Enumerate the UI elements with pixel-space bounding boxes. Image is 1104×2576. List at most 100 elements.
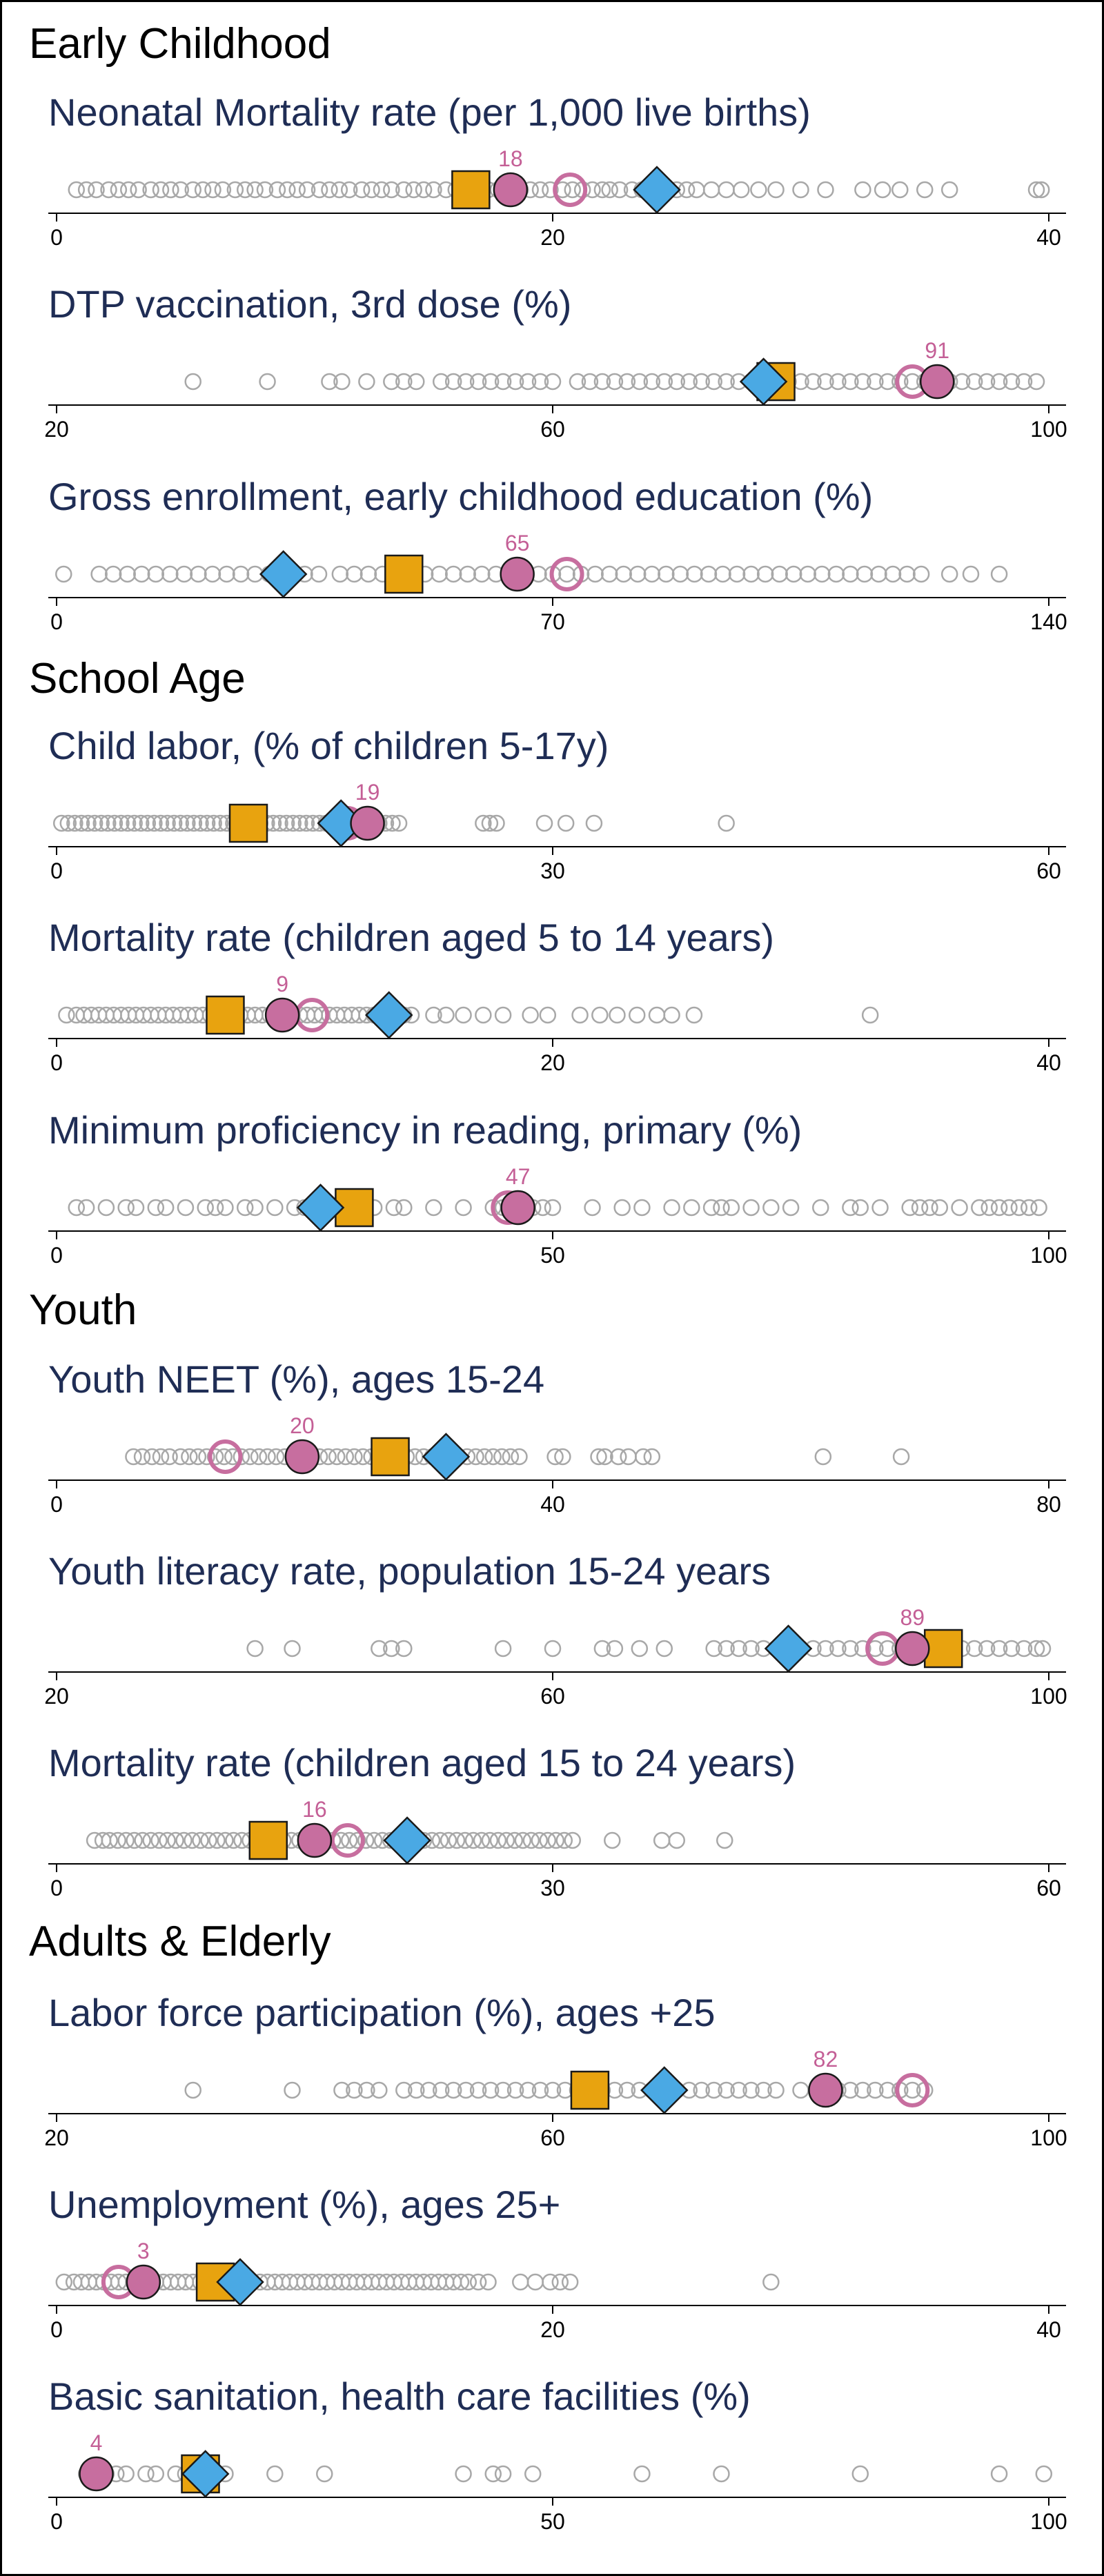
- data-point: [531, 373, 549, 391]
- data-point: [132, 814, 150, 832]
- data-point: [524, 2465, 542, 2483]
- data-point: [771, 565, 788, 583]
- data-point: [319, 1448, 337, 1466]
- panel-unemployment: Unemployment (%), ages 25+ 0 20 40 3: [48, 2183, 1066, 2342]
- data-point: [284, 2081, 301, 2099]
- data-point: [497, 1831, 515, 1849]
- data-point: [613, 1199, 631, 1217]
- data-point: [371, 2081, 388, 2099]
- comparison-ring: [553, 173, 588, 207]
- data-point: [204, 181, 221, 199]
- x-tick-label: 80: [1036, 1492, 1061, 1517]
- data-point: [742, 1199, 760, 1217]
- x-tick-label: 0: [50, 858, 63, 883]
- data-point: [481, 1831, 499, 1849]
- data-point: [437, 1006, 455, 1024]
- data-point: [88, 181, 105, 199]
- data-point: [767, 2081, 785, 2099]
- data-point: [321, 373, 338, 391]
- data-point: [217, 1831, 234, 1849]
- x-tick-label: 0: [50, 2509, 63, 2534]
- data-point: [782, 1199, 800, 1217]
- data-point: [1027, 181, 1045, 199]
- data-point: [395, 181, 413, 199]
- data-point: [117, 2465, 135, 2483]
- x-tick-label: 50: [540, 2509, 565, 2534]
- data-point: [192, 1831, 209, 1849]
- data-point: [109, 1831, 126, 1849]
- panel-title: Labor force participation (%), ages +25: [48, 1991, 716, 2034]
- data-point: [531, 2081, 549, 2099]
- data-point: [152, 181, 170, 199]
- data-point: [405, 181, 422, 199]
- data-point: [514, 1831, 532, 1849]
- data-point: [484, 1448, 502, 1466]
- data-point: [358, 373, 375, 391]
- data-point: [951, 1199, 968, 1217]
- data-point: [785, 565, 802, 583]
- data-point: [444, 565, 462, 583]
- data-point: [817, 373, 834, 391]
- data-point: [921, 1199, 938, 1217]
- data-point: [680, 373, 698, 391]
- data-point: [551, 2273, 569, 2291]
- data-point: [157, 1199, 175, 1217]
- highlight-point: [493, 172, 529, 208]
- data-point: [90, 565, 108, 583]
- data-point: [55, 2273, 73, 2291]
- data-point: [539, 1831, 557, 1849]
- highlight-point: [297, 1822, 333, 1858]
- data-point: [110, 181, 128, 199]
- data-point: [829, 1640, 847, 1658]
- section-title-adults-elderly: Adults & Elderly: [29, 1918, 331, 1965]
- data-point: [668, 373, 685, 391]
- data-point: [383, 373, 400, 391]
- data-point: [990, 373, 1008, 391]
- data-point: [184, 2081, 201, 2099]
- data-point: [321, 181, 338, 199]
- data-point: [685, 1006, 703, 1024]
- data-point: [609, 1006, 626, 1024]
- data-point: [854, 373, 871, 391]
- data-point: [663, 1199, 680, 1217]
- data-point: [165, 814, 183, 832]
- data-point: [331, 181, 348, 199]
- data-point: [916, 181, 934, 199]
- section-title-school-age: School Age: [29, 655, 246, 702]
- panel-title: Mortality rate (children aged 5 to 14 ye…: [48, 916, 774, 959]
- data-point: [700, 565, 718, 583]
- data-point: [217, 1199, 234, 1217]
- data-point: [130, 181, 147, 199]
- data-point: [184, 181, 201, 199]
- data-point: [259, 373, 276, 391]
- data-point: [469, 373, 487, 391]
- data-point: [473, 1831, 491, 1849]
- highlight-value-label: 18: [498, 146, 523, 171]
- data-point: [184, 373, 201, 391]
- data-point: [561, 2273, 579, 2291]
- diamond-marker: [181, 2450, 230, 2498]
- data-point: [385, 1199, 403, 1217]
- diamond-marker: [296, 1183, 345, 1232]
- data-point: [425, 181, 442, 199]
- data-point: [618, 373, 636, 391]
- panel-youth-neet: Youth NEET (%), ages 15-24 0 40 80 20: [48, 1357, 1066, 1517]
- square-marker: [570, 2070, 610, 2110]
- data-point: [799, 565, 817, 583]
- data-point: [431, 565, 448, 583]
- panel-title: Basic sanitation, health care facilities…: [48, 2375, 751, 2418]
- x-tick-label: 0: [50, 609, 63, 634]
- highlight-value-label: 4: [90, 2430, 103, 2455]
- data-point: [702, 1199, 720, 1217]
- data-point: [137, 2465, 155, 2483]
- data-point: [120, 181, 137, 199]
- data-point: [861, 1006, 879, 1024]
- x-tick-label: 50: [540, 1243, 565, 1268]
- data-point: [475, 1006, 492, 1024]
- data-point: [395, 1640, 413, 1658]
- data-point: [656, 1640, 673, 1658]
- comparison-ring: [895, 2073, 930, 2107]
- data-point: [455, 1006, 472, 1024]
- x-tick-label: 60: [1036, 858, 1061, 883]
- data-point: [333, 373, 351, 391]
